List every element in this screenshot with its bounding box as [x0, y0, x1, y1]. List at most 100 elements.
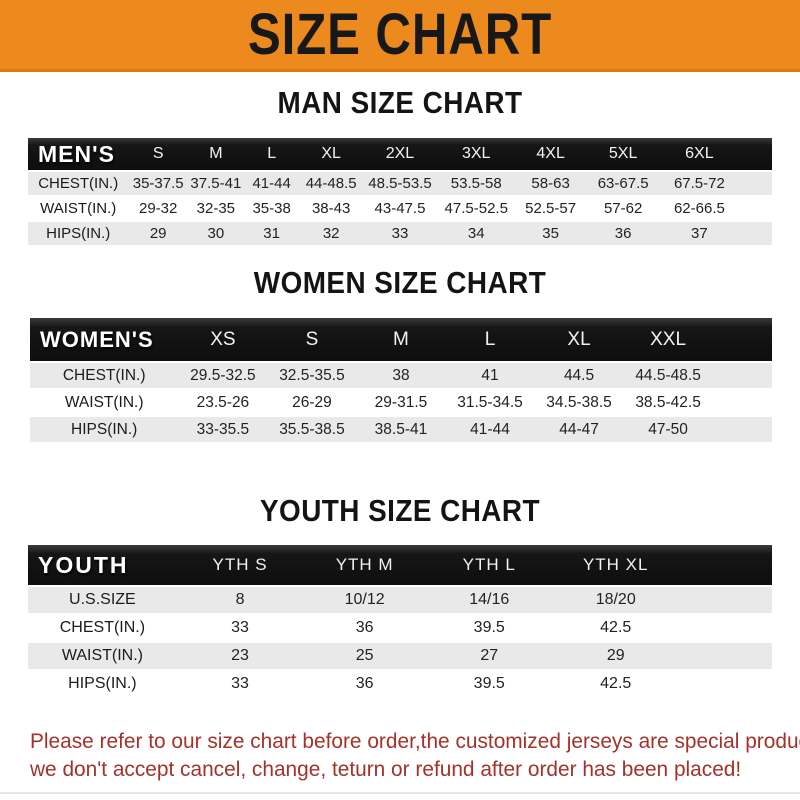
size-cell: 43-47.5	[374, 200, 426, 217]
size-cell: 29-31.5	[374, 393, 428, 411]
men-column-header: 5XL	[585, 138, 661, 170]
youth-table-row: CHEST(IN.) 33 36 39.5 42.5	[28, 615, 772, 641]
row-label: HIPS(IN.)	[68, 675, 137, 692]
size-cell: 44.5-48.5	[623, 363, 713, 388]
youth-column-header: YTH L	[426, 545, 553, 585]
row-filler	[738, 172, 772, 195]
size-cell: 31	[243, 222, 300, 245]
row-filler	[712, 417, 772, 442]
women-table-label: WOMEN'S	[30, 318, 179, 361]
size-cell: 33	[231, 675, 249, 692]
size-cell: 41-44	[445, 417, 535, 442]
size-cell: 38-43	[311, 200, 351, 217]
size-cell: 38	[356, 363, 446, 388]
size-cell: 44.5	[534, 363, 624, 388]
size-cell: 29	[128, 222, 188, 245]
size-cell: 35.5-38.5	[267, 417, 357, 442]
men-table-row: CHEST(IN.) 35-37.5 37.5-41 41-44 44-48.5 48.5…	[28, 172, 772, 195]
men-column-header: L	[243, 138, 300, 170]
note-line-2: we don't accept cancel, change, teturn o…	[30, 756, 742, 781]
women-column-header: S	[267, 318, 357, 361]
men-column-header: 2XL	[362, 138, 438, 170]
size-cell: 57-62	[603, 200, 643, 217]
size-cell: 26-29	[292, 393, 332, 411]
size-cell: 27	[426, 643, 553, 669]
men-column-header: S	[128, 138, 188, 170]
women-column-header: M	[356, 318, 446, 361]
size-cell: 37	[660, 222, 739, 245]
size-cell: 33	[231, 619, 249, 636]
size-cell: 39.5	[473, 675, 505, 692]
row-label: U.S.SIZE	[28, 587, 177, 613]
size-cell: 36	[355, 675, 374, 692]
women-column-header: XL	[534, 318, 624, 361]
size-cell: 47.5-52.5	[444, 200, 508, 217]
row-label: HIPS(IN.)	[30, 417, 179, 442]
row-filler	[738, 197, 772, 220]
size-cell: 36	[355, 619, 374, 636]
size-cell: 29	[552, 643, 679, 669]
size-cell: 33	[362, 222, 438, 245]
size-cell: 62-66.5	[673, 200, 725, 217]
women-table-header-row: WOMEN'S XS S M L XL XXL	[30, 318, 772, 361]
men-column-header: 3XL	[437, 138, 516, 170]
women-column-header: XXL	[623, 318, 713, 361]
men-column-header: 4XL	[515, 138, 586, 170]
women-column-header: XS	[178, 318, 268, 361]
youth-section-heading: YOUTH SIZE CHART	[259, 493, 541, 528]
row-filler	[738, 222, 772, 245]
row-filler	[713, 390, 772, 415]
size-cell: 36	[585, 222, 661, 245]
size-cell: 41	[445, 363, 535, 388]
size-cell: 67.5-72	[660, 172, 739, 195]
men-column-header: XL	[299, 138, 363, 170]
size-cell: 32.5-35.5	[267, 363, 357, 388]
men-size-table: MEN'S S M L XL 2XL 3XL 4XL 5XL 6XL CHEST(IN.) 35-37…	[28, 136, 772, 247]
size-cell: 48.5-53.5	[362, 172, 438, 195]
size-cell: 29.5-32.5	[178, 363, 268, 388]
size-cell: 37.5-41	[187, 172, 244, 195]
size-cell: 30	[187, 222, 244, 245]
size-cell: 32	[299, 222, 363, 245]
men-section-heading: MAN SIZE CHART	[277, 85, 523, 120]
youth-table-row: U.S.SIZE 8 10/12 14/16 18/20	[28, 587, 772, 613]
youth-column-header: YTH XL	[552, 545, 679, 585]
men-table-row: WAIST(IN.) 29-32 32-35 35-38 38-43 43-47.5 47.…	[28, 197, 772, 220]
youth-column-header: YTH M	[303, 545, 427, 585]
footer-note: Please refer to our size chart before or…	[30, 728, 800, 783]
size-cell: 39.5	[473, 619, 505, 636]
banner: SIZE CHART	[0, 0, 800, 72]
women-table-row: CHEST(IN.) 29.5-32.5 32.5-35.5 38 41 44.5 44.5…	[30, 363, 772, 388]
size-cell: 14/16	[426, 587, 553, 613]
row-filler	[678, 587, 772, 613]
youth-table-row: WAIST(IN.) 23 25 27 29	[28, 643, 772, 669]
size-cell: 23.5-26	[196, 393, 250, 411]
header-filler	[678, 545, 772, 585]
men-table-header-row: MEN'S S M L XL 2XL 3XL 4XL 5XL 6XL	[28, 138, 772, 170]
women-table-row: HIPS(IN.) 33-35.5 35.5-38.5 38.5-41 41-44 44-…	[30, 417, 772, 442]
size-cell: 41-44	[243, 172, 300, 195]
row-label: CHEST(IN.)	[30, 363, 179, 388]
size-cell: 34.5-38.5	[546, 393, 612, 411]
youth-size-table: YOUTH YTH S YTH M YTH L YTH XL U.S.SIZE 8 10/12…	[28, 543, 772, 699]
women-column-header: L	[445, 318, 535, 361]
youth-column-header: YTH S	[176, 545, 304, 585]
women-section-heading: WOMEN SIZE CHART	[253, 265, 547, 300]
header-filler	[712, 318, 772, 361]
men-table-label: MEN'S	[28, 138, 129, 170]
men-column-header: 6XL	[660, 138, 739, 170]
size-cell: 42.5	[600, 675, 632, 692]
size-cell: 44-48.5	[299, 172, 363, 195]
size-cell: 35	[515, 222, 586, 245]
size-cell: 58-63	[515, 172, 586, 195]
row-label: WAIST(IN.)	[28, 643, 177, 669]
size-cell: 23	[176, 643, 304, 669]
row-filler	[678, 643, 772, 669]
bottom-divider	[0, 792, 800, 794]
page-title: SIZE CHART	[247, 1, 553, 67]
youth-table-row: HIPS(IN.) 33 36 39.5 42.5	[28, 671, 772, 697]
size-cell: 25	[303, 643, 427, 669]
size-cell: 10/12	[303, 587, 427, 613]
size-cell: 44-47	[534, 417, 624, 442]
